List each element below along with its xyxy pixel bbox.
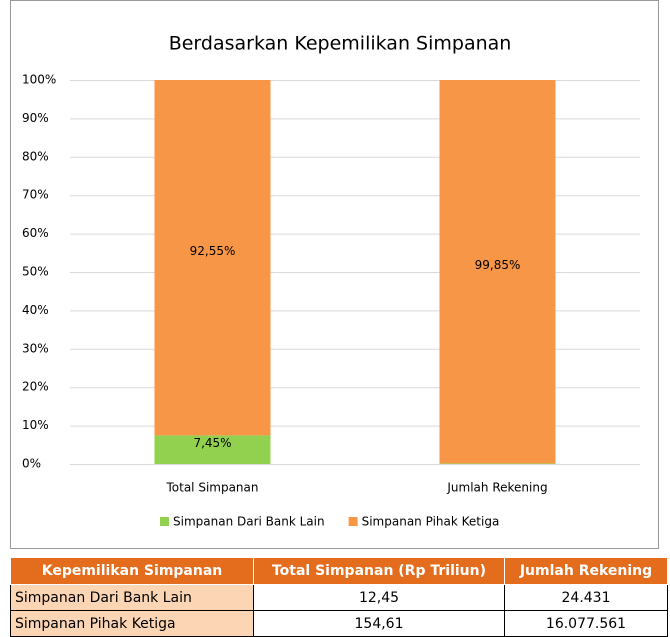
- value-label: 92,55%: [190, 244, 236, 258]
- table-header: Kepemilikan Simpanan Total Simpanan (Rp …: [10, 557, 668, 585]
- cell: 12,45: [253, 584, 505, 611]
- table-row: Simpanan Pihak Ketiga 154,61 16.077.561: [10, 610, 668, 637]
- header-cell: Total Simpanan (Rp Triliun): [253, 557, 505, 585]
- bar-segment: [439, 463, 556, 464]
- y-tick-label: 60%: [22, 226, 49, 240]
- header-cell: Kepemilikan Simpanan: [10, 557, 254, 585]
- chart: Berdasarkan Kepemilikan Simpanan 0% 10% 20…: [10, 0, 659, 549]
- legend-swatch: [348, 517, 358, 526]
- cell: Simpanan Dari Bank Lain: [10, 584, 254, 611]
- data-table: Kepemilikan Simpanan Total Simpanan (Rp …: [10, 557, 668, 637]
- y-tick-label: 90%: [22, 111, 49, 125]
- y-tick-label: 80%: [22, 149, 49, 163]
- x-tick-label: Jumlah Rekening: [446, 481, 547, 495]
- header-cell: Jumlah Rekening: [504, 557, 668, 585]
- y-tick-label: 30%: [22, 341, 49, 355]
- bar-segment: [154, 80, 271, 436]
- y-tick-label: 20%: [22, 380, 49, 394]
- cell: Simpanan Pihak Ketiga: [10, 610, 254, 637]
- legend-label: Simpanan Pihak Ketiga: [362, 515, 500, 529]
- y-tick-label: 70%: [22, 188, 49, 202]
- legend-swatch: [160, 517, 169, 526]
- y-tick-label: 100%: [22, 73, 56, 87]
- bar-segment: [154, 435, 271, 464]
- x-tick-label: Total Simpanan: [165, 481, 258, 495]
- value-label: 99,85%: [475, 258, 521, 272]
- bar-segment: [439, 80, 556, 464]
- y-tick-label: 40%: [22, 303, 49, 317]
- cell: 24.431: [504, 584, 668, 611]
- legend-label: Simpanan Dari Bank Lain: [173, 515, 325, 529]
- chart-border: [10, 0, 659, 549]
- chart-title: Berdasarkan Kepemilikan Simpanan: [169, 33, 512, 55]
- y-tick-label: 50%: [22, 265, 49, 279]
- value-label: 7,45%: [193, 436, 231, 450]
- cell: 154,61: [253, 610, 505, 637]
- cell: 16.077.561: [504, 610, 668, 637]
- table-row: Simpanan Dari Bank Lain 12,45 24.431: [10, 584, 668, 611]
- y-tick-label: 0%: [22, 457, 41, 471]
- y-tick-label: 10%: [22, 418, 49, 432]
